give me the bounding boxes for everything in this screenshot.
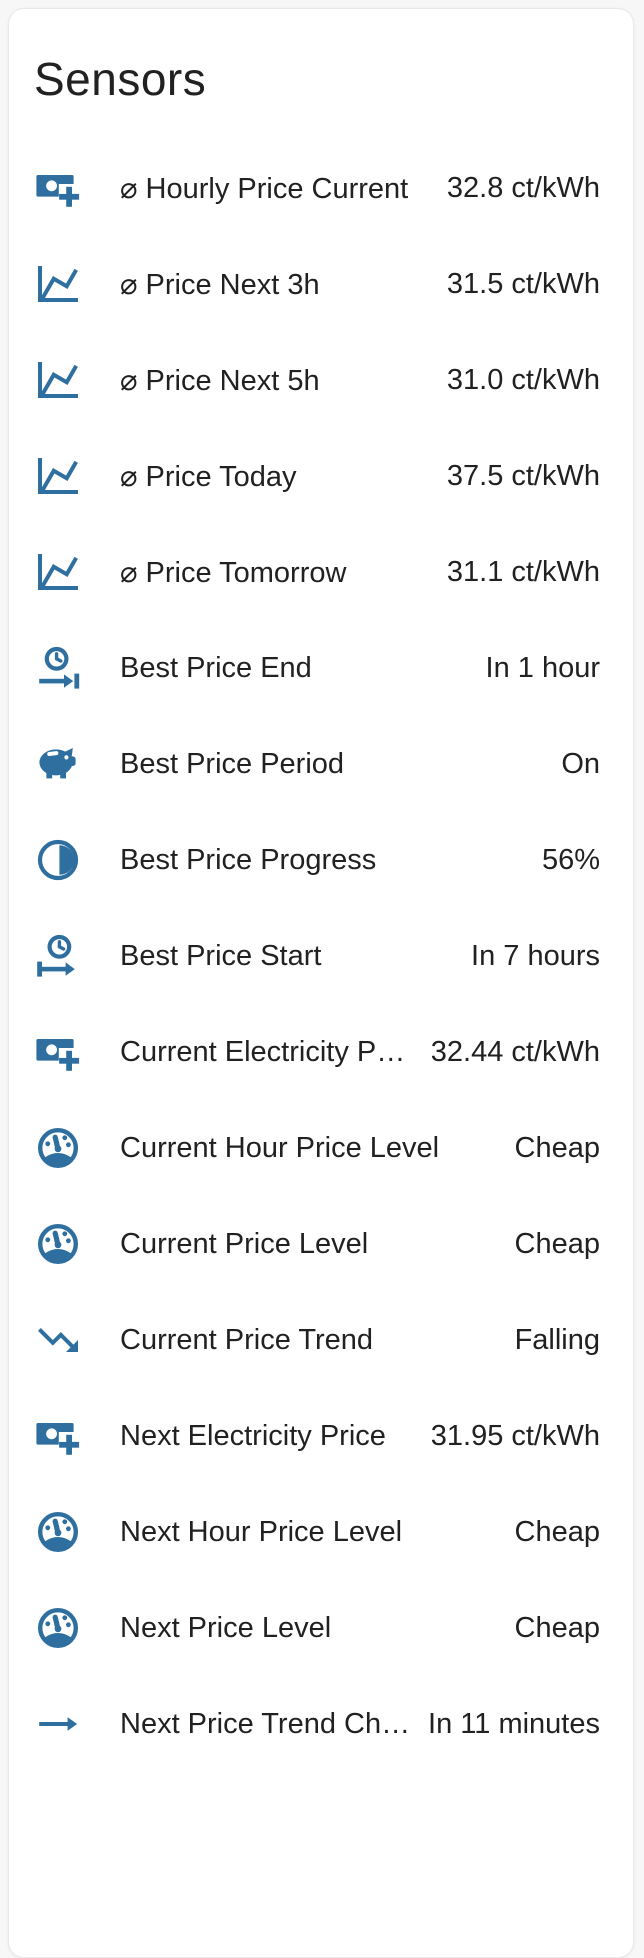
entity-row-price-tomorrow[interactable]: ⌀ Price Tomorrow 31.1 ct/kWh bbox=[9, 524, 633, 620]
entity-name: Best Price Start bbox=[120, 939, 322, 972]
entity-value: 37.5 ct/kWh bbox=[446, 459, 600, 492]
entity-name: ⌀ Price Today bbox=[120, 460, 297, 493]
entity-value: In 1 hour bbox=[485, 651, 600, 684]
entity-name: Next Price Trend Ch… bbox=[120, 1707, 411, 1740]
entity-name: Best Price Progress bbox=[120, 843, 377, 876]
entity-row-hourly-price-current[interactable]: ⌀ Hourly Price Current 32.8 ct/kWh bbox=[9, 140, 633, 236]
entity-value: 56% bbox=[541, 843, 600, 876]
gauge-icon bbox=[34, 1124, 82, 1172]
entity-value: Cheap bbox=[514, 1227, 600, 1260]
entity-rows: ⌀ Hourly Price Current 32.8 ct/kWh ⌀ Pri… bbox=[9, 140, 633, 1772]
sensors-card: Sensors ⌀ Hourly Price Current 32.8 ct/k… bbox=[8, 8, 634, 1958]
entity-row-price-next-3h[interactable]: ⌀ Price Next 3h 31.5 ct/kWh bbox=[9, 236, 633, 332]
arrow-right-icon bbox=[34, 1700, 82, 1748]
entity-name: ⌀ Price Next 3h bbox=[120, 268, 320, 301]
piggy-bank-icon bbox=[34, 740, 82, 788]
entity-row-best-price-progress[interactable]: Best Price Progress 56% bbox=[9, 812, 633, 908]
entity-name: Current Price Level bbox=[120, 1227, 369, 1260]
entity-row-price-next-5h[interactable]: ⌀ Price Next 5h 31.0 ct/kWh bbox=[9, 332, 633, 428]
entity-name: Next Price Level bbox=[120, 1611, 332, 1644]
entity-row-current-price-trend[interactable]: Current Price Trend Falling bbox=[9, 1292, 633, 1388]
entity-value: 32.8 ct/kWh bbox=[446, 171, 600, 204]
entity-row-current-price-level[interactable]: Current Price Level Cheap bbox=[9, 1196, 633, 1292]
clock-start-icon bbox=[34, 932, 82, 980]
entity-row-next-price-trend-change[interactable]: Next Price Trend Ch… In 11 minutes bbox=[9, 1676, 633, 1772]
chart-line-icon bbox=[34, 260, 82, 308]
chart-line-icon bbox=[34, 356, 82, 404]
entity-value: Falling bbox=[514, 1323, 600, 1356]
entity-name: Best Price End bbox=[120, 651, 312, 684]
chart-line-icon bbox=[34, 452, 82, 500]
clock-end-icon bbox=[34, 644, 82, 692]
entity-name: Best Price Period bbox=[120, 747, 345, 780]
entity-name: ⌀ Price Next 5h bbox=[120, 364, 320, 397]
entity-row-next-electricity-price[interactable]: Next Electricity Price 31.95 ct/kWh bbox=[9, 1388, 633, 1484]
entity-value: 31.95 ct/kWh bbox=[430, 1419, 600, 1452]
entity-value: In 7 hours bbox=[471, 939, 600, 972]
cash-plus-icon bbox=[34, 164, 82, 212]
entity-name: ⌀ Price Tomorrow bbox=[120, 556, 347, 589]
entity-row-current-electricity-price[interactable]: Current Electricity Pr… 32.44 ct/kWh bbox=[9, 1004, 633, 1100]
gauge-icon bbox=[34, 1508, 82, 1556]
entity-row-price-today[interactable]: ⌀ Price Today 37.5 ct/kWh bbox=[9, 428, 633, 524]
entity-name: Current Hour Price Level bbox=[120, 1131, 440, 1164]
entity-name: Next Hour Price Level bbox=[120, 1515, 403, 1548]
entity-value: Cheap bbox=[514, 1515, 600, 1548]
entity-row-next-hour-price-level[interactable]: Next Hour Price Level Cheap bbox=[9, 1484, 633, 1580]
entity-value: 31.0 ct/kWh bbox=[446, 363, 600, 396]
entity-row-next-price-level[interactable]: Next Price Level Cheap bbox=[9, 1580, 633, 1676]
entity-value: Cheap bbox=[514, 1611, 600, 1644]
gauge-icon bbox=[34, 1604, 82, 1652]
entity-row-best-price-end[interactable]: Best Price End In 1 hour bbox=[9, 620, 633, 716]
cash-plus-icon bbox=[34, 1028, 82, 1076]
entity-name: ⌀ Hourly Price Current bbox=[120, 172, 409, 205]
cash-plus-icon bbox=[34, 1412, 82, 1460]
entity-row-best-price-period[interactable]: Best Price Period On bbox=[9, 716, 633, 812]
entity-name: Current Price Trend bbox=[120, 1323, 374, 1356]
gauge-icon bbox=[34, 1220, 82, 1268]
contrast-circle-icon bbox=[34, 836, 82, 884]
entity-row-best-price-start[interactable]: Best Price Start In 7 hours bbox=[9, 908, 633, 1004]
entity-name: Next Electricity Price bbox=[120, 1419, 386, 1452]
trending-down-icon bbox=[34, 1316, 82, 1364]
chart-line-icon bbox=[34, 548, 82, 596]
entity-value: 31.5 ct/kWh bbox=[446, 267, 600, 300]
entity-row-current-hour-price-level[interactable]: Current Hour Price Level Cheap bbox=[9, 1100, 633, 1196]
card-title: Sensors bbox=[34, 53, 207, 105]
entity-value: 31.1 ct/kWh bbox=[446, 555, 600, 588]
entity-name: Current Electricity Pr… bbox=[120, 1035, 415, 1068]
entity-value: Cheap bbox=[514, 1131, 600, 1164]
entity-value: On bbox=[561, 747, 600, 780]
entity-value: 32.44 ct/kWh bbox=[430, 1035, 600, 1068]
entity-value: In 11 minutes bbox=[428, 1707, 600, 1740]
